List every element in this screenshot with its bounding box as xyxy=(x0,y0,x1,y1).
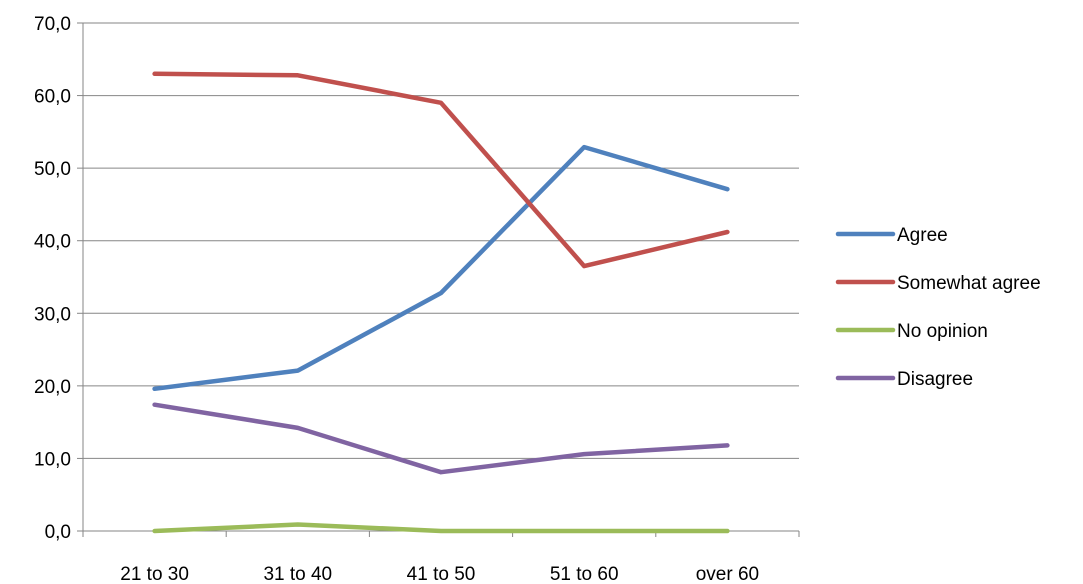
x-tick-label: 21 to 30 xyxy=(120,564,189,584)
y-tick-label: 30,0 xyxy=(34,304,71,325)
y-tick-label: 50,0 xyxy=(34,159,71,180)
x-tick-label: 31 to 40 xyxy=(263,564,332,584)
x-tick-label: over 60 xyxy=(696,564,759,584)
y-tick-label: 40,0 xyxy=(34,232,71,253)
series-line-agree xyxy=(152,144,730,392)
x-axis-ticks: 21 to 30 31 to 40 41 to 50 51 to 60 over 60 xyxy=(82,531,800,584)
x-tick-label: 41 to 50 xyxy=(407,564,476,584)
series-lines xyxy=(152,71,730,534)
y-tick-label: 20,0 xyxy=(34,377,71,398)
x-tick-label: 51 to 60 xyxy=(550,564,619,584)
legend: Agree Somewhat agree No opinion Disagree xyxy=(835,225,1041,390)
legend-label-agree: Agree xyxy=(897,225,948,246)
gridlines xyxy=(83,22,799,459)
legend-label-somewhat-agree: Somewhat agree xyxy=(897,273,1041,294)
y-tick-label: 0,0 xyxy=(45,522,71,543)
series-line-somewhat-agree xyxy=(152,71,730,269)
y-tick-label: 60,0 xyxy=(34,87,71,108)
y-tick-label: 10,0 xyxy=(34,449,71,470)
series-line-no-opinion xyxy=(152,522,730,534)
legend-label-disagree: Disagree xyxy=(897,369,973,390)
y-axis-ticks: 0,0 10,0 20,0 30,0 40,0 50,0 60,0 70,0 xyxy=(34,14,83,543)
series-line-disagree xyxy=(152,402,730,475)
axes xyxy=(82,23,799,532)
legend-label-no-opinion: No opinion xyxy=(897,321,988,342)
y-tick-label: 70,0 xyxy=(34,14,71,35)
